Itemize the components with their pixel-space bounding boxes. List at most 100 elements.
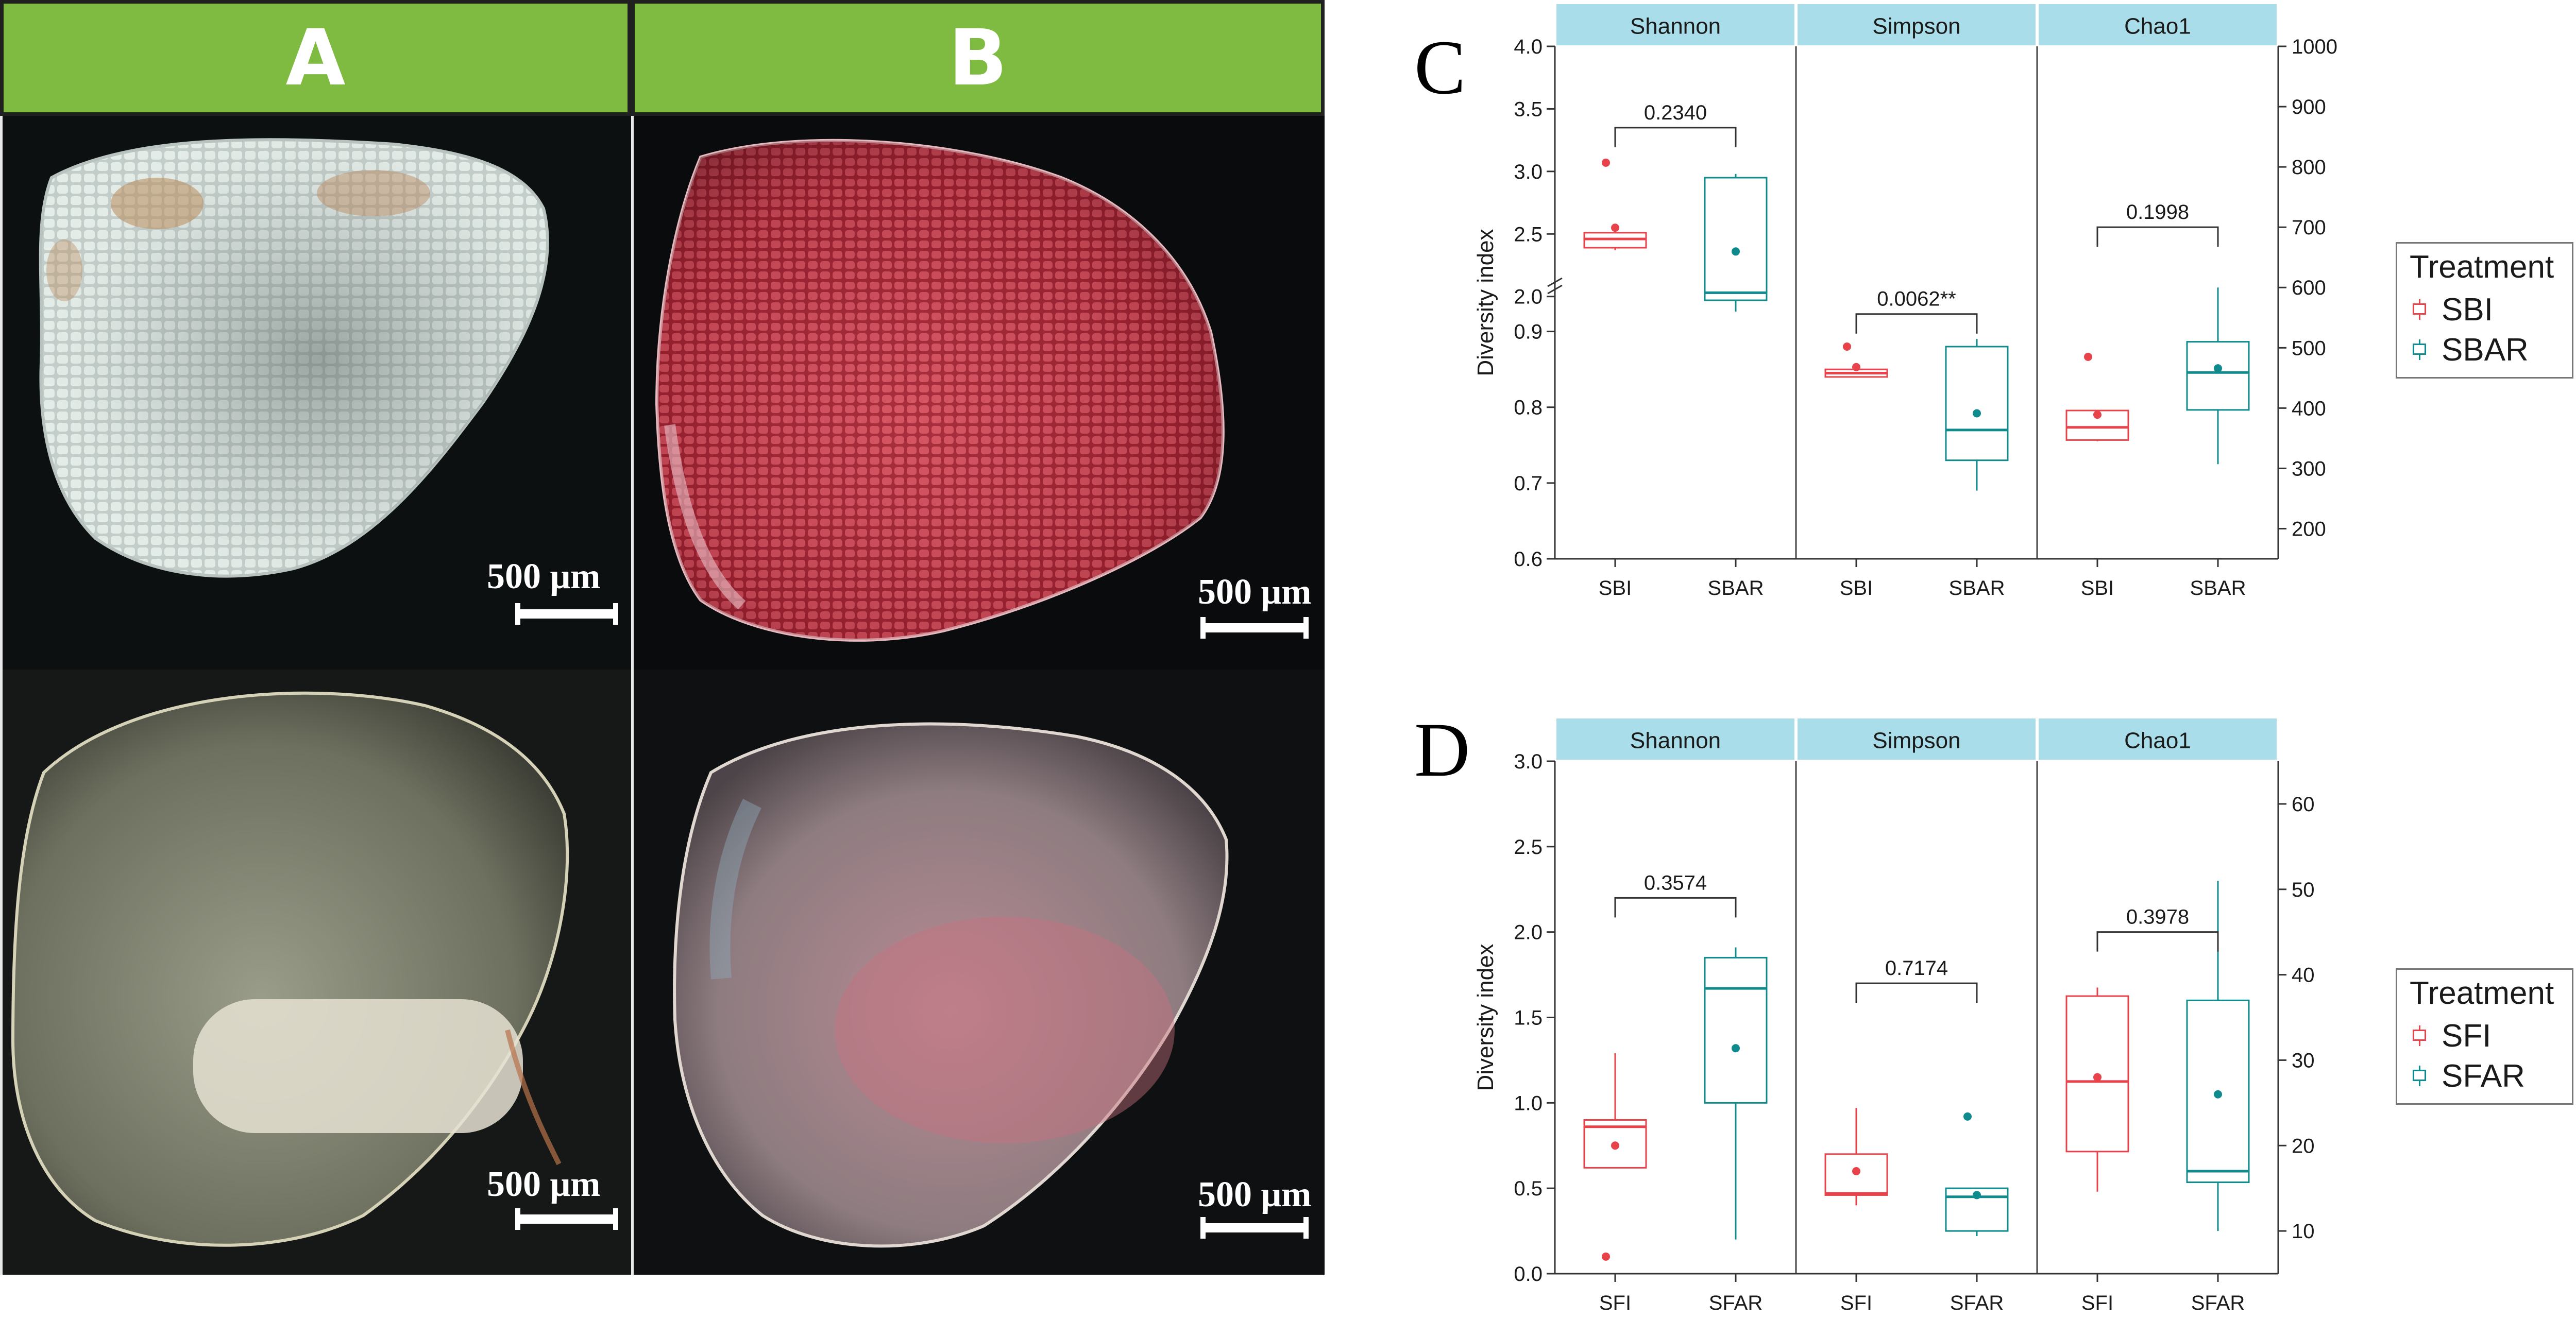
y-tick-label: 0.8 xyxy=(1514,397,1543,419)
comparison-bracket xyxy=(2096,226,2219,247)
y-tick-label: 4.0 xyxy=(1514,36,1543,58)
comparison-bracket xyxy=(1614,127,1737,147)
mean-point xyxy=(2093,410,2102,419)
right-y-tick-label: 700 xyxy=(2292,216,2326,239)
legend-key-sbi xyxy=(2410,299,2430,320)
scale-bar xyxy=(1200,1217,1309,1239)
facet-strip xyxy=(1798,4,2036,45)
axis-break-mark xyxy=(1547,277,1563,287)
x-tick-label: SFAR xyxy=(1709,1292,1762,1314)
scale-bar xyxy=(515,603,618,625)
axis-break-mark xyxy=(1547,284,1563,295)
facet-label: Shannon xyxy=(1630,14,1721,39)
comparison-bracket xyxy=(2096,931,2219,952)
outlier-point xyxy=(1602,158,1610,167)
p-value-label: 0.1998 xyxy=(2126,201,2189,224)
y-tick-label: 0.5 xyxy=(1514,1177,1543,1200)
box xyxy=(2065,409,2129,441)
right-y-tick-label: 10 xyxy=(2292,1220,2315,1243)
y-axis-title: Diversity index xyxy=(1473,229,1498,376)
box xyxy=(1824,1153,1888,1196)
x-tick-label: SBI xyxy=(2081,577,2114,599)
facet-strip xyxy=(1556,718,1794,760)
right-y-tick-label: 600 xyxy=(2292,277,2326,299)
x-tick-label: SFI xyxy=(1599,1292,1631,1314)
y-tick-label: 3.5 xyxy=(1514,98,1543,121)
legend-title: Treatment xyxy=(2410,975,2554,1011)
y-tick-label: 1.5 xyxy=(1514,1007,1543,1030)
legend-label-sbar: SBAR xyxy=(2442,332,2529,368)
outlier-point xyxy=(1843,342,1851,351)
x-tick-label: SFI xyxy=(1840,1292,1872,1314)
scale-label: 500 μm xyxy=(1198,572,1312,612)
box xyxy=(2186,341,2250,411)
photo-a-top: 500 μm xyxy=(0,116,631,670)
mean-point xyxy=(1973,1191,1981,1200)
panel-c-letter: C xyxy=(1414,25,1466,110)
legend-d: Treatment SFI SFAR xyxy=(2396,968,2573,1105)
y-tick-label: 0.9 xyxy=(1514,321,1543,344)
photo-a-bottom: 500 μm xyxy=(0,670,631,1275)
x-tick-label: SBAR xyxy=(1708,577,1764,599)
mean-point xyxy=(1732,247,1740,256)
x-tick-label: SBAR xyxy=(2190,577,2246,599)
mean-point xyxy=(1611,224,1619,232)
right-y-tick-label: 40 xyxy=(2292,964,2315,987)
facet-strip xyxy=(1556,4,1794,45)
box xyxy=(1583,1119,1647,1169)
right-y-tick-label: 800 xyxy=(2292,156,2326,179)
box xyxy=(2065,995,2129,1153)
comparison-bracket xyxy=(1855,982,1978,1003)
facet-label: Chao1 xyxy=(2124,14,2191,39)
mean-point xyxy=(1852,1167,1860,1175)
comparison-bracket xyxy=(1614,897,1737,918)
legend-item-sfar: SFAR xyxy=(2410,1056,2560,1096)
outlier-point xyxy=(2084,352,2092,361)
facet-label: Shannon xyxy=(1630,728,1721,753)
right-y-tick-label: 30 xyxy=(2292,1049,2315,1072)
legend-item-sbi: SBI xyxy=(2410,289,2560,330)
facet-label: Chao1 xyxy=(2124,728,2191,753)
x-tick-label: SBAR xyxy=(1949,577,2005,599)
panel-a-header: A xyxy=(0,0,631,116)
right-y-tick-label: 900 xyxy=(2292,96,2326,118)
legend-item-sbar: SBAR xyxy=(2410,330,2560,370)
x-tick-label: SFAR xyxy=(2191,1292,2245,1314)
legend-label-sfi: SFI xyxy=(2442,1018,2492,1054)
x-tick-label: SFI xyxy=(2081,1292,2113,1314)
panel-d-letter: D xyxy=(1414,707,1470,793)
x-tick-label: SBI xyxy=(1840,577,1873,599)
legend-item-sfi: SFI xyxy=(2410,1016,2560,1056)
facet-strip xyxy=(2039,4,2277,45)
y-tick-label: 2.5 xyxy=(1514,223,1543,246)
p-value-label: 0.3574 xyxy=(1644,871,1707,894)
legend-key-sbar xyxy=(2410,339,2430,360)
comparison-bracket xyxy=(1855,313,1978,334)
legend-title: Treatment xyxy=(2410,249,2554,285)
right-y-tick-label: 20 xyxy=(2292,1135,2315,1157)
chart-c: Shannon Simpson Chao1 0.6 0.7 0.8 0.9 2.0 2.5 3.0… xyxy=(1473,4,2337,599)
outlier-point xyxy=(1963,1112,1972,1121)
mean-point xyxy=(1852,363,1860,371)
right-y-tick-label: 300 xyxy=(2292,457,2326,480)
scale-label: 500 μm xyxy=(1198,1175,1312,1214)
y-tick-label: 0.7 xyxy=(1514,472,1543,495)
y-axis-title: Diversity index xyxy=(1473,944,1498,1091)
y-tick-label: 1.0 xyxy=(1514,1092,1543,1115)
y-tick-label: 2.0 xyxy=(1514,286,1543,309)
scale-label: 500 μm xyxy=(487,1164,601,1204)
box xyxy=(1945,1187,2009,1232)
photo-b-bottom: 500 μm xyxy=(631,670,1325,1275)
y-tick-label: 2.5 xyxy=(1514,836,1543,859)
box xyxy=(1704,177,1768,301)
right-y-tick-label: 500 xyxy=(2292,337,2326,359)
p-value-label: 0.2340 xyxy=(1644,101,1707,124)
right-y-tick-label: 1000 xyxy=(2292,36,2337,58)
facet-label: Simpson xyxy=(1872,728,1960,753)
box xyxy=(1945,346,2009,461)
y-tick-label: 2.0 xyxy=(1514,921,1543,944)
box xyxy=(2186,999,2250,1184)
scale-bar xyxy=(1200,617,1309,639)
scale-bar xyxy=(515,1208,618,1230)
panel-a-label: A xyxy=(285,13,346,103)
